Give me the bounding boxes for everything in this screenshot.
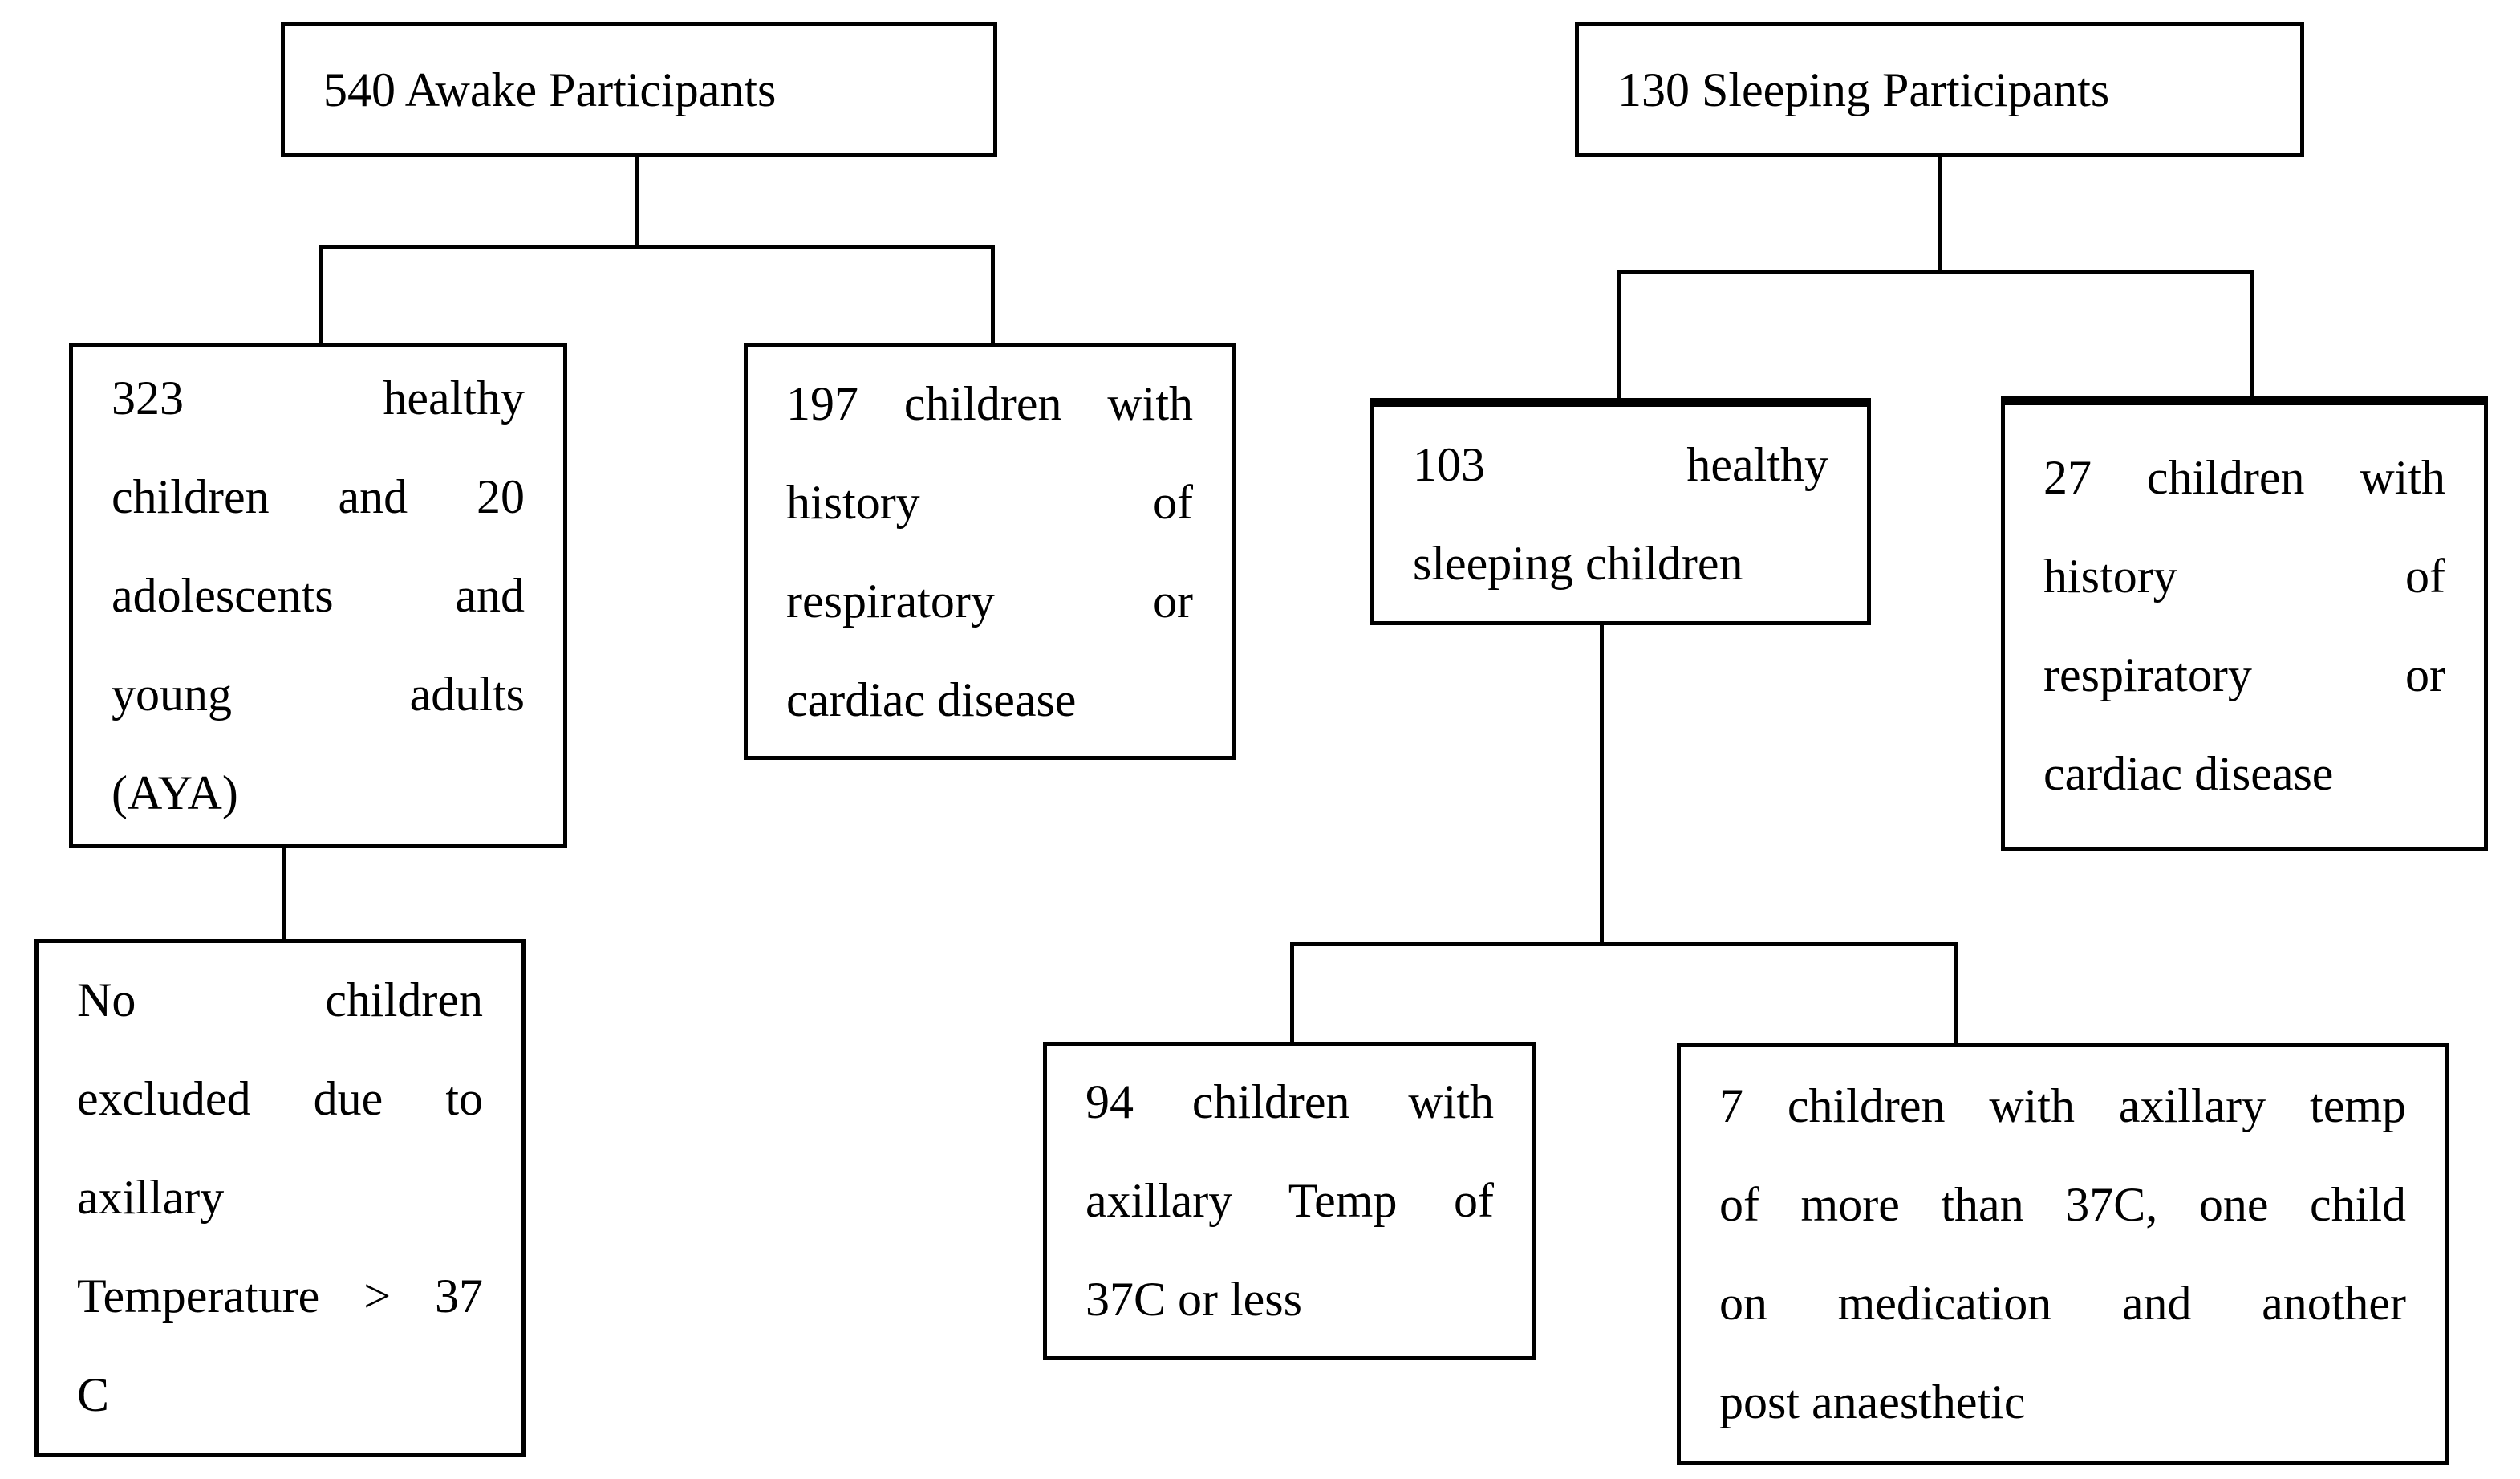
- box-text-line: 103 healthy: [1413, 437, 1828, 491]
- connector-sleeping-drop-right: [2250, 270, 2254, 396]
- box-text-line: of more than 37C, one child: [1719, 1177, 2406, 1231]
- sleeping-healthy-box: 103 healthy sleeping children: [1370, 398, 1871, 625]
- connector-awake-drop-left: [319, 245, 323, 343]
- box-text-line: 94 children with: [1086, 1075, 1494, 1128]
- box-text-line: 37C or less: [1086, 1273, 1302, 1326]
- connector-awake-branch-bar: [319, 245, 995, 249]
- box-text-line: 540 Awake Participants: [323, 63, 777, 116]
- box-text-line: axillary Temp of: [1086, 1174, 1494, 1227]
- box-text-line: young adults: [112, 668, 525, 721]
- box-text-line: sleeping children: [1413, 536, 1743, 590]
- box-text-line: excluded due to: [77, 1072, 483, 1125]
- box-text-line: post anaesthetic: [1719, 1375, 2026, 1428]
- sleeping-normal-temp-box: 94 children with axillary Temp of 37C or l…: [1043, 1042, 1536, 1360]
- awake-healthy-box: 323 healthy children and 20 adolescents an…: [69, 343, 567, 848]
- connector-awake-drop-right: [991, 245, 995, 343]
- box-text-line: (AYA): [112, 766, 238, 819]
- box-text-line: No children: [77, 973, 483, 1026]
- box-text-line: respiratory or: [786, 574, 1193, 628]
- connector-temp-drop-right: [1954, 942, 1958, 1043]
- box-text-line: history of: [786, 475, 1193, 529]
- box-text-line: children and 20: [112, 470, 525, 523]
- box-text-line: on medication and another: [1719, 1276, 2406, 1330]
- box-text-line: adolescents and: [112, 569, 525, 622]
- connector-sleeping-drop-left: [1617, 270, 1621, 398]
- box-text-line: Temperature > 37: [77, 1270, 483, 1323]
- sleeping-high-temp-box: 7 children with axillary temp of more tha…: [1677, 1043, 2449, 1465]
- box-text-line: 27 children with: [2043, 451, 2445, 504]
- connector-awake-root-stem: [635, 157, 639, 249]
- box-text-line: 130 Sleeping Participants: [1617, 63, 2110, 116]
- box-text-line: C: [77, 1368, 110, 1421]
- awake-excluded-box: No children excluded due to axillary Temper…: [34, 939, 526, 1457]
- awake-root-box: 540 Awake Participants: [281, 22, 997, 157]
- connector-sleeping-branch-bar: [1617, 270, 2254, 274]
- awake-cardiac-box: 197 children with history of respiratory o…: [744, 343, 1236, 760]
- box-text-line: 197 children with: [786, 376, 1193, 430]
- connector-sleeping-healthy-stem: [1600, 625, 1604, 946]
- box-text-line: 323 healthy: [112, 372, 525, 425]
- connector-awake-excluded-stem: [282, 848, 286, 939]
- box-text-line: axillary: [77, 1171, 225, 1224]
- sleeping-root-box: 130 Sleeping Participants: [1575, 22, 2304, 157]
- connector-temp-branch-bar: [1290, 942, 1958, 946]
- box-text-line: history of: [2043, 550, 2445, 603]
- box-text-line: respiratory or: [2043, 648, 2445, 701]
- box-text-line: 7 children with axillary temp: [1719, 1079, 2406, 1132]
- connector-sleeping-root-stem: [1938, 157, 1942, 274]
- box-text-line: cardiac disease: [786, 672, 1077, 726]
- box-text-line: cardiac disease: [2043, 747, 2334, 800]
- sleeping-cardiac-box: 27 children with history of respiratory or…: [2001, 396, 2488, 851]
- connector-temp-drop-left: [1290, 942, 1294, 1042]
